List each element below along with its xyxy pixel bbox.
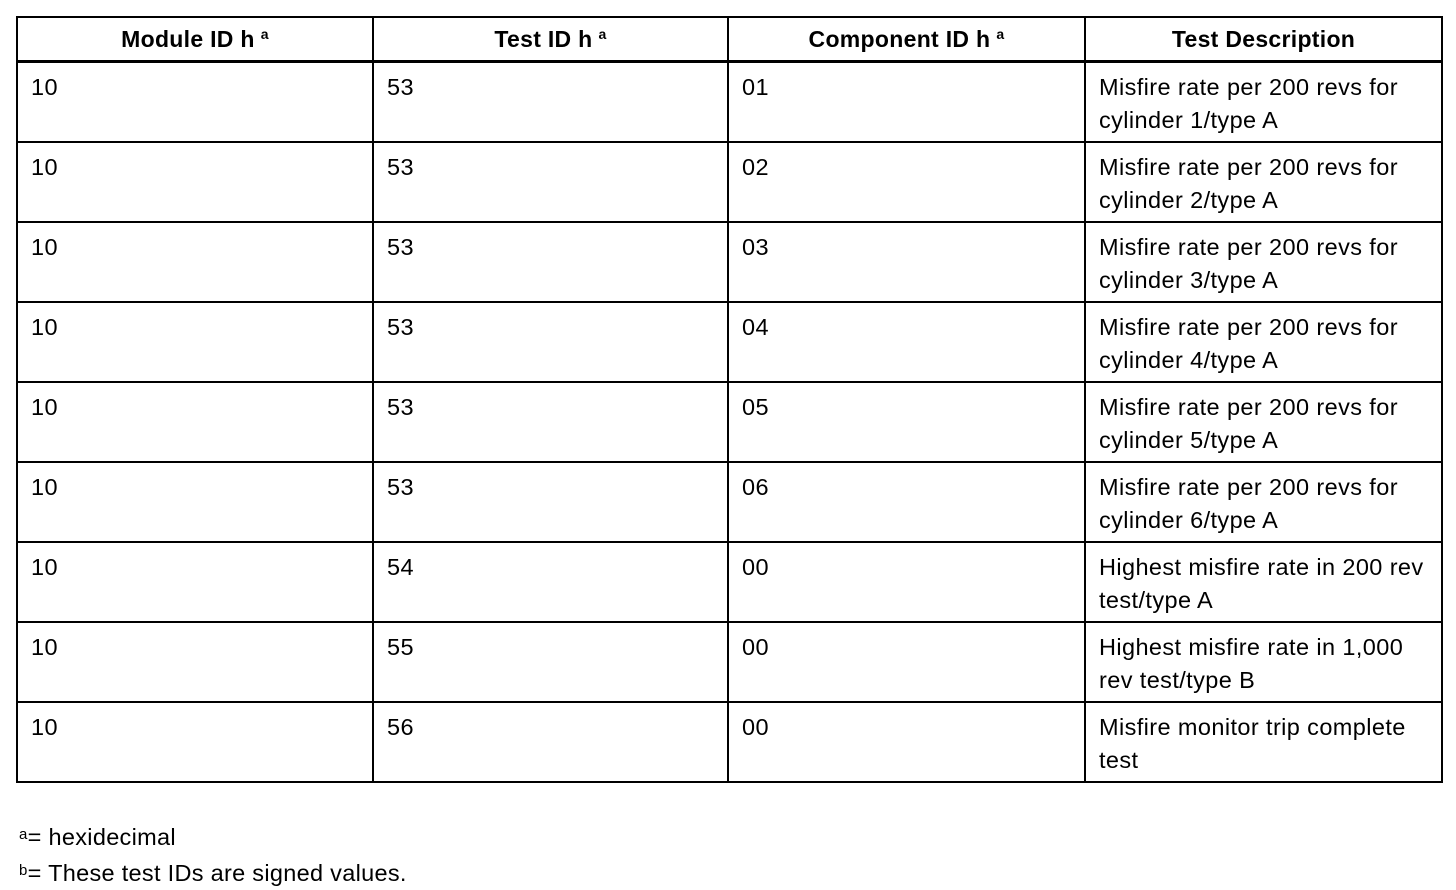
footnote-marker: a — [260, 25, 269, 42]
test-description-cell: Highest misfire rate in 200 rev test/typ… — [1084, 540, 1443, 623]
component-id-cell: 01 — [727, 60, 1086, 143]
header-module-id: Module ID h a — [16, 16, 374, 63]
component-id-cell: 00 — [727, 540, 1086, 623]
module-id-cell: 10 — [16, 380, 374, 463]
footnote-marker: a — [598, 25, 607, 42]
test-description-cell: Misfire rate per 200 revs for cylinder 2… — [1084, 140, 1443, 223]
footnote-text: = hexidecimal — [27, 824, 176, 850]
test-id-cell: 53 — [372, 220, 729, 303]
component-id-cell: 04 — [727, 300, 1086, 383]
test-id-cell: 55 — [372, 620, 729, 703]
test-id-cell: 53 — [372, 460, 729, 543]
component-id-cell: 00 — [727, 620, 1086, 703]
table-body: 10 53 01 Misfire rate per 200 revs for cyli… — [16, 60, 1443, 783]
header-label: Module ID h — [121, 25, 255, 52]
footnote-marker: a — [996, 25, 1005, 42]
table-row: 10 53 04 Misfire rate per 200 revs for cyli… — [16, 300, 1443, 383]
test-description-cell: Misfire rate per 200 revs for cylinder 6… — [1084, 460, 1443, 543]
footnote-mark: a — [19, 826, 28, 843]
test-description-cell: Misfire rate per 200 revs for cylinder 4… — [1084, 300, 1443, 383]
module-id-cell: 10 — [16, 300, 374, 383]
module-id-cell: 10 — [16, 700, 374, 783]
header-label: Test ID h — [494, 25, 593, 52]
test-description-cell: Misfire monitor trip complete test — [1084, 700, 1443, 783]
component-id-cell: 02 — [727, 140, 1086, 223]
table-row: 10 53 05 Misfire rate per 200 revs for cyli… — [16, 380, 1443, 463]
header-test-id: Test ID h a — [372, 16, 729, 63]
test-id-cell: 53 — [372, 380, 729, 463]
module-id-cell: 10 — [16, 540, 374, 623]
test-id-cell: 53 — [372, 60, 729, 143]
table-row: 10 56 00 Misfire monitor trip complete test — [16, 700, 1443, 783]
header-component-id: Component ID h a — [727, 16, 1086, 63]
table-row: 10 53 01 Misfire rate per 200 revs for cyli… — [16, 60, 1443, 143]
header-label: Test Description — [1171, 25, 1356, 52]
component-id-cell: 05 — [727, 380, 1086, 463]
component-id-cell: 06 — [727, 460, 1086, 543]
footnote-b: b= These test IDs are signed values. — [19, 854, 407, 890]
module-id-cell: 10 — [16, 460, 374, 543]
table-row: 10 53 06 Misfire rate per 200 revs for cyli… — [16, 460, 1443, 543]
test-description-cell: Misfire rate per 200 revs for cylinder 1… — [1084, 60, 1443, 143]
header-label: Component ID h — [808, 25, 991, 52]
table-row: 10 55 00 Highest misfire rate in 1,000 rev … — [16, 620, 1443, 703]
table-row: 10 53 02 Misfire rate per 200 revs for cyli… — [16, 140, 1443, 223]
table-row: 10 53 03 Misfire rate per 200 revs for cyli… — [16, 220, 1443, 303]
test-id-cell: 54 — [372, 540, 729, 623]
module-id-cell: 10 — [16, 140, 374, 223]
test-description-cell: Misfire rate per 200 revs for cylinder 3… — [1084, 220, 1443, 303]
test-id-cell: 56 — [372, 700, 729, 783]
test-id-cell: 53 — [372, 140, 729, 223]
test-id-cell: 53 — [372, 300, 729, 383]
component-id-cell: 03 — [727, 220, 1086, 303]
component-id-cell: 00 — [727, 700, 1086, 783]
footnote-a: a= hexidecimal — [19, 818, 407, 854]
footnotes: a= hexidecimal b= These test IDs are sig… — [19, 818, 407, 890]
table-row: 10 54 00 Highest misfire rate in 200 rev te… — [16, 540, 1443, 623]
header-test-description: Test Description — [1084, 16, 1443, 63]
footnote-mark: b — [19, 862, 28, 879]
module-id-cell: 10 — [16, 220, 374, 303]
test-description-cell: Highest misfire rate in 1,000 rev test/t… — [1084, 620, 1443, 703]
test-description-cell: Misfire rate per 200 revs for cylinder 5… — [1084, 380, 1443, 463]
module-id-cell: 10 — [16, 620, 374, 703]
footnote-text: = These test IDs are signed values. — [27, 860, 407, 886]
module-id-cell: 10 — [16, 60, 374, 143]
